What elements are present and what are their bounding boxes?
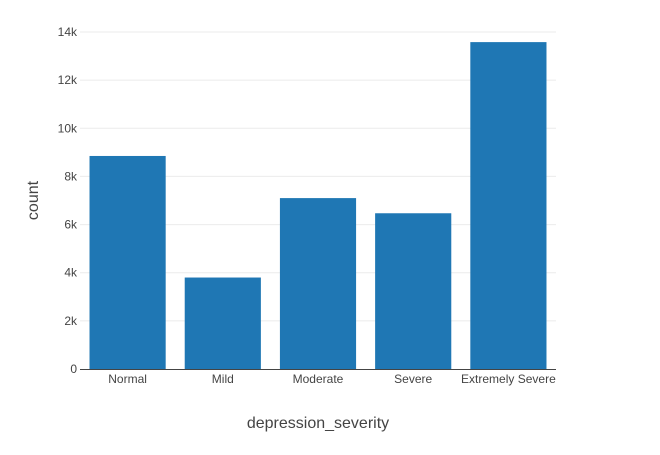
y-tick-label: 12k: [58, 73, 78, 87]
y-axis-title: count: [25, 180, 42, 220]
y-tick-label: 10k: [58, 121, 78, 135]
bar-normal[interactable]: [89, 155, 166, 369]
y-tick-labels: 0 2k 4k 6k 8k 10k 12k 14k: [58, 25, 78, 376]
bar-extremely-severe[interactable]: [470, 42, 547, 370]
y-tick-label: 14k: [58, 25, 78, 39]
bar-severe[interactable]: [375, 213, 452, 369]
x-tick-labels: Normal Mild Moderate Severe Extremely Severe: [108, 372, 556, 386]
x-tick-label: Extremely Severe: [461, 372, 556, 386]
bar-mild[interactable]: [184, 277, 261, 369]
bars: [89, 42, 547, 370]
y-tick-label: 4k: [64, 266, 78, 280]
y-tick-label: 2k: [64, 314, 78, 328]
x-tick-label: Mild: [212, 372, 234, 386]
y-tick-label: 8k: [64, 169, 78, 183]
x-tick-label: Severe: [394, 372, 432, 386]
bar-moderate[interactable]: [279, 198, 357, 369]
x-tick-label: Normal: [108, 372, 147, 386]
x-axis-title: depression_severity: [247, 415, 389, 432]
x-tick-label: Moderate: [293, 372, 344, 386]
y-tick-label: 6k: [64, 218, 78, 232]
y-tick-label: 0: [70, 362, 77, 376]
